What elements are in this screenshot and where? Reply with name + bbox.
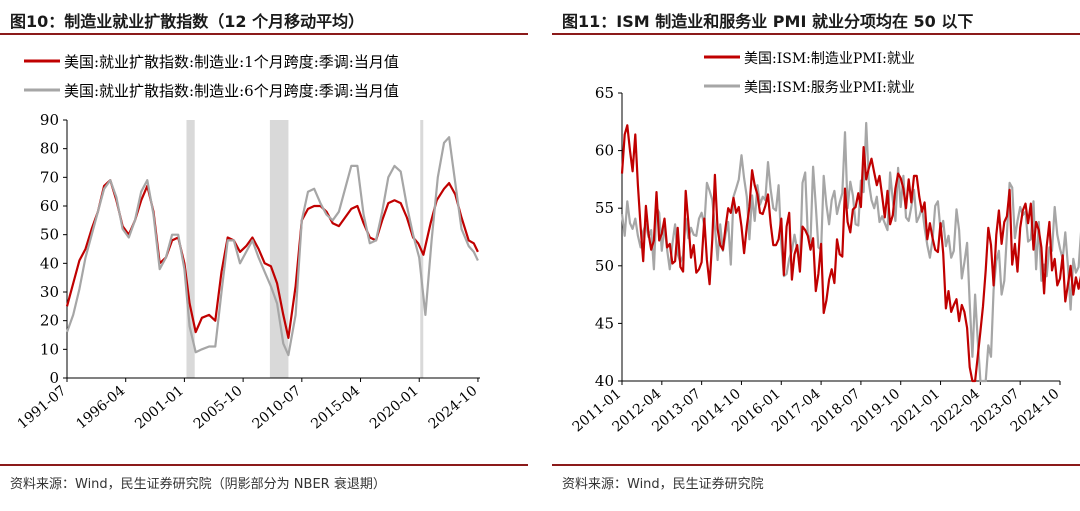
legend-label-1: 美国:ISM:制造业PMI:就业	[744, 51, 915, 67]
x-tick-label: 2005-10	[191, 383, 246, 433]
figure-10-panel: 图10：制造业就业扩散指数（12 个月移动平均） 0 10 20 30 40 50 60 70…	[0, 0, 528, 511]
recession-shade	[269, 120, 289, 378]
figure-11-source: 资料来源：Wind，民生证券研究院	[562, 477, 764, 492]
series-line-2	[620, 121, 1080, 383]
y-tick-label: 40	[40, 254, 59, 272]
series-line-1	[620, 124, 1080, 383]
y-tick-label: 50	[40, 226, 59, 244]
y-tick-label: 50	[595, 257, 614, 275]
figure-11-panel: 图11：ISM 制造业和服务业 PMI 就业分项均在 50 以下 40 45 50 5…	[552, 0, 1080, 511]
x-tick-label: 1996-04	[73, 383, 128, 433]
title-rule	[552, 33, 1080, 35]
source-rule	[552, 464, 1080, 466]
x-tick-label: 2020-01	[367, 383, 422, 433]
legend-label-2: 美国:就业扩散指数:制造业:6个月跨度:季调:当月值	[64, 82, 399, 100]
figure-10-chart: 0 10 20 30 40 50 60 70 80 90 1991-07 1996-04 2001-01…	[15, 53, 481, 433]
y-tick-label: 20	[40, 312, 59, 330]
y-tick-label: 90	[40, 111, 59, 129]
source-rule	[0, 464, 528, 466]
y-tick-label: 65	[595, 84, 614, 102]
title-rule	[0, 33, 528, 35]
x-tick-label: 2024-10	[426, 383, 481, 433]
x-tick-label: 1991-07	[15, 383, 70, 433]
figure-10-title: 图10：制造业就业扩散指数（12 个月移动平均）	[10, 12, 365, 31]
legend-label-2: 美国:ISM:服务业PMI:就业	[744, 80, 915, 96]
y-tick-label: 60	[595, 142, 614, 160]
y-tick-label: 60	[40, 197, 59, 215]
recession-shade	[186, 120, 195, 378]
y-tick-label: 80	[40, 140, 59, 158]
x-tick-label: 2001-01	[132, 383, 187, 433]
y-tick-label: 70	[40, 168, 59, 186]
y-tick-label: 45	[595, 314, 614, 332]
x-tick-label: 2010-07	[250, 383, 305, 433]
figure-11-chart: 4045505560652011-012012-042013-072014-10…	[570, 51, 1080, 435]
y-tick-label: 0	[49, 369, 59, 387]
series-line-2	[65, 136, 479, 357]
legend-label-1: 美国:就业扩散指数:制造业:1个月跨度:季调:当月值	[64, 53, 399, 71]
figure-10-source: 资料来源：Wind，民生证券研究院（阴影部分为 NBER 衰退期）	[10, 477, 386, 492]
x-tick-label: 2015-04	[308, 383, 363, 433]
y-tick-label: 40	[595, 372, 614, 390]
y-tick-label: 55	[595, 199, 614, 217]
figure-11-title: 图11：ISM 制造业和服务业 PMI 就业分项均在 50 以下	[562, 12, 974, 31]
y-tick-label: 30	[40, 283, 59, 301]
y-tick-label: 10	[40, 340, 59, 358]
